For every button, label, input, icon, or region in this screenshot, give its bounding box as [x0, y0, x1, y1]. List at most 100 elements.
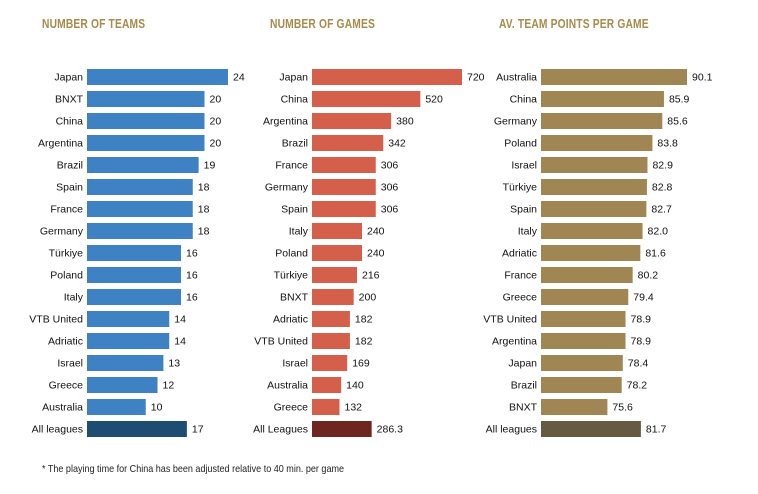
value-label-germany: 85.6: [667, 116, 688, 128]
value-label-japan: 78.4: [628, 358, 649, 370]
chart-title-points: AV. TEAM POINTS PER GAME: [499, 17, 649, 31]
value-label-t-rkiye: 16: [186, 248, 198, 260]
bar-italy: [312, 223, 362, 239]
category-label-china: China: [281, 94, 309, 106]
bar-australia: [312, 377, 342, 393]
category-label-adriatic: Adriatic: [48, 336, 83, 348]
value-label-france: 18: [198, 204, 210, 216]
bar-japan: [87, 69, 228, 85]
bar-poland: [541, 135, 653, 151]
category-label-adriatic: Adriatic: [502, 248, 537, 260]
bar-poland: [87, 267, 181, 283]
value-label-italy: 16: [186, 292, 198, 304]
category-label-germany: Germany: [494, 116, 538, 128]
category-label-bnxt: BNXT: [55, 94, 84, 106]
category-label-brazil: Brazil: [57, 160, 83, 172]
value-label-spain: 82.7: [651, 204, 672, 216]
bar-argentina: [312, 113, 392, 129]
value-label-brazil: 19: [204, 160, 216, 172]
category-label-israel: Israel: [282, 358, 308, 370]
value-label-france: 306: [381, 160, 399, 172]
category-label-adriatic: Adriatic: [273, 314, 308, 326]
bar-greece: [312, 399, 340, 415]
value-label-japan: 24: [233, 72, 245, 84]
value-label-adriatic: 81.6: [645, 248, 666, 260]
category-label-china: China: [56, 116, 84, 128]
bar-brazil: [312, 135, 384, 151]
category-label-t-rkiye: Türkiye: [49, 248, 84, 260]
bar-china: [541, 91, 664, 107]
category-label-argentina: Argentina: [492, 336, 537, 348]
value-label-argentina: 20: [210, 138, 222, 150]
bar-brazil: [541, 377, 622, 393]
category-label-vtb-united: VTB United: [29, 314, 83, 326]
bar-t-rkiye: [312, 267, 357, 283]
value-label-israel: 13: [168, 358, 180, 370]
value-label-poland: 240: [367, 248, 385, 260]
category-label-italy: Italy: [289, 226, 309, 238]
bar-australia: [87, 399, 146, 415]
bar-argentina: [541, 333, 626, 349]
value-label-israel: 82.9: [652, 160, 673, 172]
value-label-t-rkiye: 82.8: [652, 182, 673, 194]
category-label-france: France: [275, 160, 308, 172]
category-label-spain: Spain: [56, 182, 83, 194]
category-label-spain: Spain: [510, 204, 537, 216]
bar-greece: [541, 289, 629, 305]
value-label-brazil: 78.2: [627, 380, 648, 392]
category-label-all-leagues: All leagues: [486, 424, 537, 436]
value-label-bnxt: 75.6: [612, 402, 633, 414]
value-label-germany: 306: [381, 182, 399, 194]
category-label-france: France: [50, 204, 83, 216]
value-label-china: 520: [425, 94, 443, 106]
category-label-israel: Israel: [511, 160, 537, 172]
category-label-brazil: Brazil: [511, 380, 537, 392]
bar-poland: [312, 245, 362, 261]
category-label-t-rkiye: Türkiye: [274, 270, 309, 282]
category-label-japan: Japan: [279, 72, 308, 84]
chart-title-games: NUMBER OF GAMES: [270, 17, 375, 31]
value-label-germany: 18: [198, 226, 210, 238]
category-label-poland: Poland: [50, 270, 83, 282]
value-label-greece: 79.4: [633, 292, 654, 304]
category-label-france: France: [504, 270, 537, 282]
category-label-germany: Germany: [40, 226, 84, 238]
value-label-brazil: 342: [388, 138, 406, 150]
value-label-australia: 90.1: [692, 72, 713, 84]
bar-vtb-united: [87, 311, 170, 327]
bar-israel: [541, 157, 648, 173]
category-label-greece: Greece: [503, 292, 538, 304]
category-label-brazil: Brazil: [282, 138, 308, 150]
bar-italy: [541, 223, 643, 239]
category-label-poland: Poland: [504, 138, 537, 150]
value-label-spain: 306: [381, 204, 399, 216]
category-label-italy: Italy: [518, 226, 538, 238]
value-label-france: 80.2: [638, 270, 659, 282]
footnote: * The playing time for China has been ad…: [42, 463, 345, 475]
bar-france: [87, 201, 193, 217]
bar-argentina: [87, 135, 205, 151]
category-label-japan: Japan: [54, 72, 83, 84]
bar-germany: [541, 113, 663, 129]
value-label-adriatic: 182: [355, 314, 373, 326]
category-label-australia: Australia: [267, 380, 308, 392]
category-label-argentina: Argentina: [263, 116, 308, 128]
bar-japan: [541, 355, 623, 371]
category-label-greece: Greece: [49, 380, 84, 392]
value-label-china: 85.9: [669, 94, 690, 106]
category-label-vtb-united: VTB United: [254, 336, 308, 348]
category-label-israel: Israel: [57, 358, 83, 370]
bar-bnxt: [541, 399, 608, 415]
value-label-bnxt: 200: [359, 292, 377, 304]
category-label-bnxt: BNXT: [280, 292, 309, 304]
bar-china: [312, 91, 421, 107]
category-label-china: China: [510, 94, 538, 106]
category-label-poland: Poland: [275, 248, 308, 260]
bar-adriatic: [541, 245, 641, 261]
category-label-bnxt: BNXT: [509, 402, 538, 414]
value-label-greece: 12: [163, 380, 175, 392]
bar-japan: [312, 69, 462, 85]
bar-france: [312, 157, 376, 173]
